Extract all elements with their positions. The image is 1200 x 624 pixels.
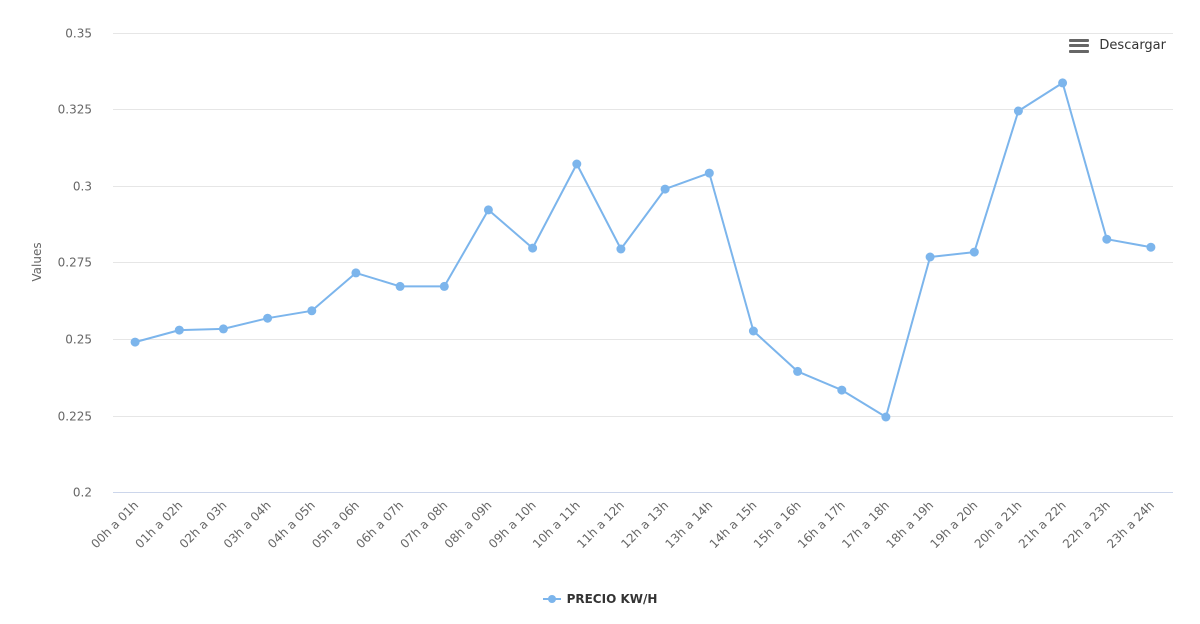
data-point[interactable] bbox=[439, 281, 449, 291]
data-point[interactable] bbox=[483, 205, 493, 215]
data-point[interactable] bbox=[969, 247, 979, 257]
series-precio-kwh[interactable] bbox=[130, 78, 1156, 422]
data-point[interactable] bbox=[793, 366, 803, 376]
x-tick-label: 23h a 24h bbox=[1104, 498, 1157, 551]
data-point[interactable] bbox=[660, 184, 670, 194]
y-tick-label: 0.3 bbox=[73, 180, 92, 194]
legend-item-precio-kwh[interactable]: PRECIO KW/H bbox=[0, 592, 1200, 606]
data-point[interactable] bbox=[307, 306, 317, 316]
data-point[interactable] bbox=[263, 313, 273, 323]
data-point[interactable] bbox=[395, 281, 405, 291]
data-point[interactable] bbox=[837, 385, 847, 395]
data-point[interactable] bbox=[130, 337, 140, 347]
y-tick-label: 0.275 bbox=[58, 256, 92, 270]
data-point[interactable] bbox=[351, 268, 361, 278]
y-tick-label: 0.25 bbox=[65, 333, 92, 347]
grid-lines bbox=[113, 33, 1173, 493]
data-point[interactable] bbox=[748, 326, 758, 336]
data-point[interactable] bbox=[704, 168, 714, 178]
data-point[interactable] bbox=[1102, 234, 1112, 244]
data-point[interactable] bbox=[572, 159, 582, 169]
data-point[interactable] bbox=[1013, 106, 1023, 116]
data-point[interactable] bbox=[925, 252, 935, 262]
y-tick-label: 0.35 bbox=[65, 27, 92, 41]
series-line bbox=[134, 81, 1152, 418]
y-axis: 0.2 0.225 0.25 0.275 0.3 0.325 0.35 bbox=[58, 27, 92, 500]
y-tick-label: 0.225 bbox=[58, 410, 92, 424]
data-point[interactable] bbox=[218, 324, 228, 334]
data-point[interactable] bbox=[528, 243, 538, 253]
data-point[interactable] bbox=[1146, 242, 1156, 252]
legend-line-marker-icon bbox=[542, 595, 561, 603]
download-button[interactable]: Descargar bbox=[1069, 38, 1166, 53]
legend-label: PRECIO KW/H bbox=[566, 592, 658, 606]
data-point[interactable] bbox=[616, 244, 626, 254]
y-tick-label: 0.325 bbox=[58, 103, 92, 117]
data-point[interactable] bbox=[1058, 78, 1068, 88]
data-point[interactable] bbox=[881, 412, 891, 422]
hamburger-menu-icon bbox=[1069, 38, 1090, 53]
download-label: Descargar bbox=[1099, 38, 1166, 53]
data-point[interactable] bbox=[174, 325, 184, 335]
y-axis-title: Values bbox=[30, 242, 44, 281]
y-tick-label: 0.2 bbox=[73, 486, 92, 500]
